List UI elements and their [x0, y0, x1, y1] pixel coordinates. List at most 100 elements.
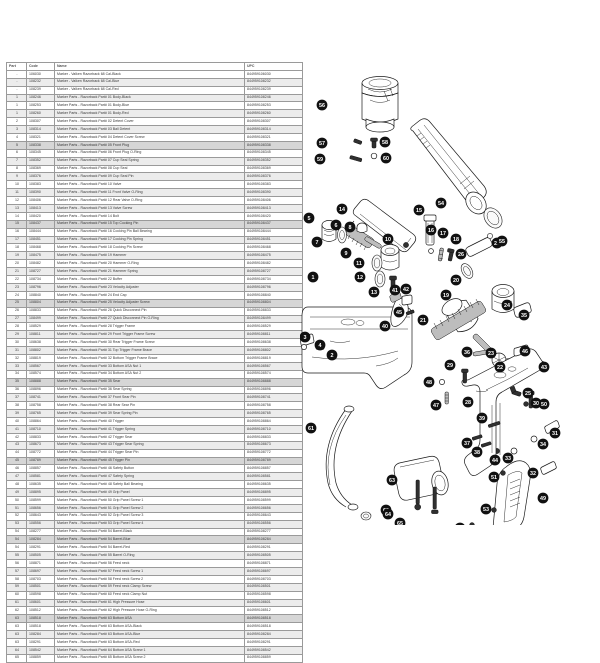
callout-1[interactable]: 1 [307, 271, 319, 283]
table-row[interactable]: 27 108499 Marker Parts - Razorback Part# 2… [6, 314, 303, 324]
callout-3[interactable]: 3 [300, 331, 311, 343]
callout-33[interactable]: 33 [502, 452, 514, 464]
table-row[interactable]: 62 108512 Marker Parts - Razorback Part# 6… [6, 606, 303, 616]
callout-bubble[interactable] [488, 471, 500, 483]
callout-21[interactable]: 21 [417, 314, 429, 326]
table-row[interactable]: 1 108260 Marker Parts - Razorback Part# 01… [6, 109, 303, 119]
table-row[interactable]: 65 108859 Marker Parts - Razorback Part# 6… [6, 653, 303, 663]
callout-18[interactable]: 18 [450, 233, 462, 245]
table-row[interactable]: 63 108284 Marker Parts - Razorback Part# 6… [6, 630, 303, 640]
callout-36[interactable]: 36 [461, 346, 473, 358]
table-row[interactable]: 37 108741 Marker Parts - Razorback Part# 3… [6, 393, 303, 403]
table-row[interactable]: 26 108833 Marker Parts - Razorback Part# 2… [6, 306, 303, 316]
callout-bubble[interactable] [450, 233, 462, 245]
table-row[interactable]: 17 108451 Marker Parts - Razorback Part# 1… [6, 235, 303, 245]
callout-13[interactable]: 13 [368, 286, 380, 298]
callout-bubble[interactable] [336, 203, 348, 215]
callout-19[interactable]: 19 [440, 289, 452, 301]
table-row[interactable]: 42 108833 Marker Parts - Razorback Part# 4… [6, 432, 303, 442]
callout-bubble[interactable] [480, 503, 492, 515]
callout-24[interactable]: 24 [501, 299, 513, 311]
callout-60[interactable]: 60 [380, 152, 392, 164]
table-row[interactable]: 12 108406 Marker Parts - Razorback Part# 1… [6, 196, 303, 206]
table-row[interactable]: 38 108758 Marker Parts - Razorback Part# 3… [6, 401, 303, 411]
callout-bubble[interactable] [423, 376, 435, 388]
callout-bubble[interactable] [435, 197, 447, 209]
callout-bubble[interactable] [461, 346, 473, 358]
callout-bubble[interactable] [527, 467, 539, 479]
callout-bubble[interactable] [450, 274, 462, 286]
table-row[interactable]: 46 108857 Marker Parts - Razorback Part# 4… [6, 464, 303, 474]
callout-bubble[interactable] [382, 233, 394, 245]
callout-49[interactable]: 49 [537, 492, 549, 504]
callout-54[interactable]: 54 [435, 197, 447, 209]
table-row[interactable]: 39 108765 Marker Parts - Razorback Part# 3… [6, 409, 303, 419]
table-row[interactable]: 14 108420 Marker Parts - Razorback Part# 1… [6, 211, 303, 221]
callout-25[interactable]: 25 [522, 387, 534, 399]
callout-38[interactable]: 38 [471, 446, 483, 458]
callout-bubble[interactable] [394, 517, 406, 525]
table-row[interactable]: 55 108505 Marker Parts - Razorback Part# 5… [6, 551, 303, 561]
callout-29[interactable]: 29 [444, 359, 456, 371]
table-row[interactable]: 56 108871 Marker Parts - Razorback Part# 5… [6, 559, 303, 568]
callout-bubble[interactable] [444, 359, 456, 371]
table-row[interactable]: 50 108599 Marker Parts - Razorback Part# 5… [6, 495, 303, 505]
table-row[interactable]: 5 108338 Marker Parts - Razorback Part# 05… [6, 140, 303, 150]
callout-bubble[interactable] [379, 320, 391, 332]
table-row[interactable]: 36 108896 Marker Parts - Razorback Part# 3… [6, 385, 303, 395]
callout-7[interactable]: 7 [311, 236, 323, 248]
table-row[interactable]: 53 108556 Marker Parts - Razorback Part# 5… [6, 519, 303, 529]
table-row[interactable]: 45 108789 Marker Parts - Razorback Part# 4… [6, 456, 303, 466]
table-row[interactable]: 57 108697 Marker Parts - Razorback Part# 5… [6, 567, 303, 576]
table-row[interactable]: 29 108811 Marker Parts - Razorback Part# 2… [6, 330, 303, 340]
callout-bubble[interactable] [330, 219, 342, 231]
callout-46[interactable]: 46 [519, 345, 531, 357]
table-row[interactable]: 1 108246 Marker Parts - Razorback Part# 01… [6, 93, 303, 103]
table-row[interactable]: -106030 Marker - Valken Razorback 68 Cal-… [6, 69, 303, 79]
table-row[interactable]: 24 108840 Marker Parts - Razorback Part# 2… [6, 290, 303, 300]
callout-bubble[interactable] [537, 492, 549, 504]
table-row[interactable]: 63 108291 Marker Parts - Razorback Part# 6… [6, 638, 303, 647]
table-row[interactable]: 54 108284 Marker Parts - Razorback Part# 5… [6, 535, 303, 545]
callout-bubble[interactable] [549, 427, 561, 439]
table-row[interactable]: 60 108598 Marker Parts - Razorback Part# 6… [6, 590, 303, 600]
table-row[interactable]: 32 108819 Marker Parts - Razorback Part# 3… [6, 353, 303, 363]
callout-bubble[interactable] [326, 349, 338, 361]
table-row[interactable]: 22 108734 Marker Parts - Razorback Part# 2… [6, 275, 303, 284]
callout-bubble[interactable] [307, 271, 319, 283]
table-row[interactable]: 20 108482 Marker Parts - Razorback Part# 2… [6, 259, 303, 269]
callout-bubble[interactable] [461, 437, 473, 449]
callout-64[interactable]: 64 [382, 508, 394, 520]
callout-bubble[interactable] [430, 399, 442, 411]
callout-12[interactable]: 12 [354, 271, 366, 283]
callout-bubble[interactable] [519, 345, 531, 357]
table-row[interactable]: 54 108291 Marker Parts - Razorback Part# 5… [6, 543, 303, 553]
table-row[interactable]: 25 108804 Marker Parts - Razorback Part# 2… [6, 298, 303, 308]
callout-20[interactable]: 20 [450, 274, 462, 286]
callout-32[interactable]: 32 [527, 467, 539, 479]
callout-37[interactable]: 37 [461, 437, 473, 449]
callout-bubble[interactable] [440, 289, 452, 301]
callout-59[interactable]: 59 [314, 153, 326, 165]
callout-34[interactable]: 34 [537, 438, 549, 450]
table-row[interactable]: -108239 Marker - Valken Razorback 68 Cal-… [6, 85, 303, 95]
callout-bubble[interactable] [494, 361, 506, 373]
callout-bubble[interactable] [417, 314, 429, 326]
callout-bubble[interactable] [382, 508, 394, 520]
table-row[interactable]: 35 108888 Marker Parts - Razorback Part# 3… [6, 377, 303, 387]
callout-bubble[interactable] [455, 522, 466, 525]
callout-bubble[interactable] [344, 221, 356, 233]
table-row[interactable]: 61 108601 Marker Parts - Razorback Part# 6… [6, 598, 303, 608]
callout-63[interactable]: 63 [386, 474, 398, 486]
callout-bubble[interactable] [400, 283, 412, 295]
table-row[interactable]: 7 108352 Marker Parts - Razorback Part# 07… [6, 156, 303, 166]
callout-bubble[interactable] [476, 412, 488, 424]
table-row[interactable]: 8 108369 Marker Parts - Razorback Part# 08… [6, 164, 303, 174]
callout-bubble[interactable] [489, 454, 501, 466]
callout-bubble[interactable] [425, 224, 437, 236]
callout-17[interactable]: 17 [437, 227, 449, 239]
callout-bubble[interactable] [314, 339, 326, 351]
callout-16[interactable]: 16 [425, 224, 437, 236]
callout-53[interactable]: 53 [480, 503, 492, 515]
callout-47[interactable]: 47 [430, 399, 442, 411]
